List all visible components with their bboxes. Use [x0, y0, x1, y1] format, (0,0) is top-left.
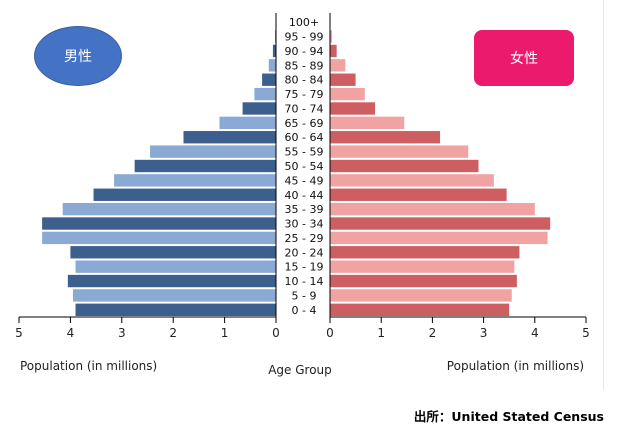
age-group-label: 35 - 39 — [285, 203, 324, 216]
age-group-label: 5 - 9 — [292, 289, 317, 302]
male-bar-0-4 — [75, 303, 276, 316]
left-tick-label: 2 — [169, 326, 177, 340]
female-bar-15-19 — [330, 260, 515, 273]
female-bar-85-89 — [330, 59, 346, 72]
male-bar-20-24 — [70, 246, 277, 259]
x-axis-label-right: Population (in millions) — [447, 359, 584, 373]
age-group-label: 95 - 99 — [285, 31, 324, 44]
age-group-label: 65 - 69 — [285, 117, 324, 130]
age-group-label: 0 - 4 — [292, 304, 317, 317]
age-group-label: 55 - 59 — [285, 146, 324, 159]
female-bar-60-64 — [330, 131, 441, 144]
female-bar-5-9 — [330, 289, 512, 302]
female-bar-25-29 — [330, 231, 548, 245]
left-tick-label: 1 — [221, 326, 229, 340]
left-tick-label: 0 — [272, 326, 280, 340]
male-bars — [42, 16, 277, 316]
age-group-label: 70 - 74 — [285, 102, 324, 115]
age-group-label: 25 - 29 — [285, 232, 324, 245]
male-bar-50-54 — [134, 159, 276, 173]
female-bar-20-24 — [330, 246, 520, 259]
female-bar-55-59 — [330, 145, 469, 158]
male-bar-10-14 — [67, 274, 276, 288]
male-bar-5-9 — [72, 289, 276, 302]
female-bar-0-4 — [330, 303, 510, 316]
female-bar-50-54 — [330, 159, 479, 173]
left-tick-label: 4 — [67, 326, 75, 340]
male-badge: 男性 — [34, 26, 122, 86]
age-group-label: 80 - 84 — [285, 74, 324, 87]
female-bar-95-99 — [330, 30, 333, 43]
age-group-label: 75 - 79 — [285, 88, 324, 101]
female-bar-30-34 — [330, 217, 551, 230]
female-bar-75-79 — [330, 87, 365, 101]
male-bar-85-89 — [268, 59, 276, 72]
female-bar-80-84 — [330, 73, 356, 86]
age-group-label: 50 - 54 — [285, 160, 324, 173]
age-group-label: 60 - 64 — [285, 131, 324, 144]
male-bar-45-49 — [114, 174, 276, 187]
male-bar-60-64 — [183, 131, 276, 144]
age-group-label: 90 - 94 — [285, 45, 324, 58]
age-group-label: 15 - 19 — [285, 261, 324, 274]
age-group-label: 40 - 44 — [285, 189, 324, 202]
right-tick-label: 2 — [429, 326, 437, 340]
source-note: 出所：United Stated Census — [413, 409, 604, 424]
male-bar-40-44 — [93, 188, 276, 201]
frame-divider — [603, 0, 604, 390]
age-group-label: 20 - 24 — [285, 246, 324, 259]
age-group-label: 85 - 89 — [285, 59, 324, 72]
female-bar-70-74 — [330, 102, 376, 115]
male-bar-35-39 — [62, 202, 276, 216]
x-axis-label-left: Population (in millions) — [20, 359, 157, 373]
male-bar-55-59 — [150, 145, 276, 158]
female-bar-90-94 — [330, 44, 337, 58]
male-bar-80-84 — [262, 73, 276, 86]
right-tick-label: 5 — [582, 326, 590, 340]
male-bar-65-69 — [219, 116, 276, 130]
male-bar-75-79 — [254, 87, 276, 101]
right-tick-label: 3 — [480, 326, 488, 340]
male-bar-15-19 — [75, 260, 276, 273]
right-tick-label: 0 — [326, 326, 334, 340]
female-bar-10-14 — [330, 274, 517, 288]
right-tick-label: 4 — [531, 326, 539, 340]
age-group-label: 45 - 49 — [285, 174, 324, 187]
female-bar-65-69 — [330, 116, 405, 130]
age-group-label: 30 - 34 — [285, 218, 324, 231]
age-group-label: 100+ — [289, 16, 319, 29]
left-tick-label: 3 — [118, 326, 126, 340]
male-badge-label: 男性 — [64, 49, 92, 65]
left-tick-label: 5 — [15, 326, 23, 340]
male-bar-95-99 — [274, 30, 276, 43]
axes: 5 4 3 2 1 0 0 1 2 3 4 5 — [15, 13, 590, 340]
x-axis-label-center: Age Group — [268, 363, 332, 377]
female-bar-45-49 — [330, 174, 494, 187]
male-bar-90-94 — [272, 44, 276, 58]
male-bar-70-74 — [242, 102, 276, 115]
female-badge-label: 女性 — [510, 51, 538, 67]
female-bar-35-39 — [330, 202, 535, 216]
female-bars — [330, 16, 551, 316]
female-bar-40-44 — [330, 188, 507, 201]
female-badge: 女性 — [474, 30, 574, 86]
male-bar-25-29 — [42, 231, 276, 245]
right-tick-label: 1 — [377, 326, 385, 340]
male-bar-30-34 — [42, 217, 276, 230]
age-group-label: 10 - 14 — [285, 275, 324, 288]
